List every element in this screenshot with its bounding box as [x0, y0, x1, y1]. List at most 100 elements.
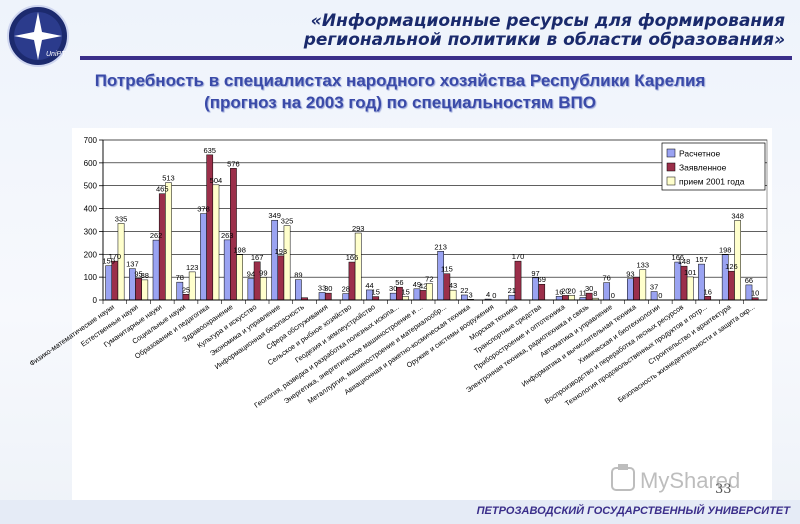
data-label: 504 [210, 176, 223, 185]
data-label: 97 [531, 269, 539, 278]
bar-3 [734, 220, 741, 301]
data-label: 166 [672, 253, 685, 262]
bar-1 [461, 294, 468, 301]
bar-1 [437, 251, 445, 301]
bar-2 [633, 276, 640, 301]
data-label: 325 [281, 217, 294, 226]
data-label: 378 [197, 205, 210, 214]
bar-3 [686, 276, 694, 301]
data-label: 348 [731, 211, 744, 220]
watermark-text: MyShared [640, 468, 740, 493]
bar-2 [704, 296, 712, 301]
legend-swatch-2 [666, 162, 676, 172]
data-label: 93 [626, 270, 634, 279]
bar-3 [449, 289, 457, 301]
data-label: 148 [678, 257, 691, 266]
bar-2 [324, 292, 332, 301]
y-tick-label: 500 [84, 182, 98, 191]
logo-text: UniPT [46, 51, 66, 58]
bar-1 [555, 296, 563, 301]
university-logo: UniPT [7, 5, 69, 67]
data-label: 513 [162, 174, 175, 183]
bar-1 [603, 282, 611, 301]
data-label: 30 [585, 284, 593, 293]
data-label: 465 [156, 185, 169, 194]
bar-2 [277, 255, 285, 301]
header-divider [80, 56, 792, 60]
y-tick-label: 300 [84, 227, 98, 236]
data-label: 137 [126, 260, 139, 269]
data-label: 15 [401, 288, 409, 297]
bar-2 [728, 270, 735, 301]
data-label: 0 [492, 291, 496, 300]
data-label: 16 [555, 287, 563, 296]
legend-box [661, 142, 766, 191]
data-label: 72 [425, 275, 433, 284]
bar-2 [419, 290, 427, 301]
data-label: 44 [365, 281, 373, 290]
bar-3 [236, 254, 243, 301]
data-label: 150 [102, 257, 115, 266]
legend-label-3: прием 2001 года [679, 177, 745, 187]
data-label: 293 [352, 224, 365, 233]
bar-3 [639, 269, 647, 301]
bar-3 [141, 279, 149, 301]
footer-bar [0, 500, 800, 524]
bar-2 [111, 260, 119, 301]
data-label: 49 [413, 280, 421, 289]
bar-3 [354, 232, 362, 301]
data-label: 20 [561, 286, 569, 295]
bar-1 [674, 261, 682, 301]
data-label: 95 [134, 269, 142, 278]
bar-1 [342, 293, 350, 301]
data-label: 22 [460, 286, 468, 295]
data-label: 170 [512, 252, 525, 261]
bar-1 [247, 278, 255, 301]
data-label: 349 [268, 211, 281, 220]
data-label: 166 [346, 253, 359, 262]
slide-title: Потребность в специалистах народного хоз… [0, 70, 800, 114]
data-label: 170 [109, 252, 122, 261]
data-label: 89 [294, 271, 302, 280]
data-label: 37 [650, 283, 658, 292]
bar-2 [372, 296, 380, 301]
bar-3 [259, 277, 267, 301]
bar-2 [585, 292, 593, 301]
data-label: 133 [637, 261, 650, 270]
legend-label-1: Расчетное [679, 149, 720, 159]
bar-1 [627, 278, 634, 301]
bar-1 [223, 239, 231, 301]
bar-2 [348, 261, 356, 301]
bar-1 [389, 292, 397, 301]
data-label: 28 [342, 285, 350, 294]
data-label: 11 [579, 288, 587, 297]
bar-3 [568, 295, 575, 301]
data-label: 193 [275, 247, 288, 256]
data-label: 8 [593, 289, 597, 298]
data-label: 66 [745, 276, 753, 285]
data-label: 15 [372, 288, 380, 297]
data-label: 0 [611, 291, 615, 300]
slide-title-line1: Потребность в специалистах народного хоз… [94, 71, 706, 90]
bar-1 [508, 294, 516, 301]
header-title-line1: «Информационные ресурсы для формирования [310, 11, 785, 31]
legend-swatch-3 [666, 176, 676, 186]
y-tick-label: 100 [84, 273, 98, 282]
bar-1 [318, 292, 326, 301]
bar-3 [165, 182, 172, 301]
slide-title-line2: (прогноз на 2003 год) по специальностям … [204, 93, 596, 112]
header-title: «Информационные ресурсы для формирования… [140, 12, 785, 50]
data-label: 99 [259, 268, 267, 277]
data-label: 78 [176, 273, 184, 282]
y-tick-label: 700 [84, 136, 98, 145]
data-label: 157 [695, 255, 708, 264]
bar-2 [182, 294, 190, 301]
watermark-logo: MyShared [611, 464, 740, 493]
data-label: 33 [318, 283, 326, 292]
data-label: 576 [227, 159, 240, 168]
data-label: 94 [247, 270, 255, 279]
data-label: 263 [221, 231, 234, 240]
legend-label-2: Заявленное [679, 163, 727, 173]
data-label: 635 [203, 146, 216, 155]
header-title-line2: региональной политики в области образова… [303, 30, 785, 50]
